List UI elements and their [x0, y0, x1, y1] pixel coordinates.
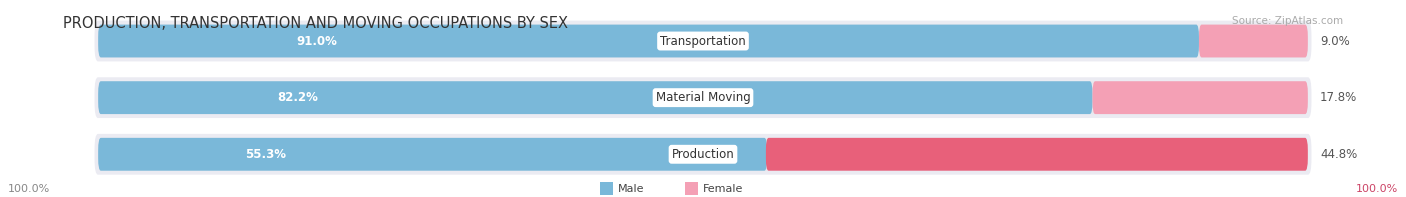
- Text: 55.3%: 55.3%: [245, 148, 287, 161]
- Text: Transportation: Transportation: [661, 34, 745, 47]
- Text: Male: Male: [619, 184, 645, 194]
- FancyBboxPatch shape: [1199, 25, 1308, 58]
- Text: 82.2%: 82.2%: [277, 91, 318, 104]
- Text: 44.8%: 44.8%: [1320, 148, 1357, 161]
- Text: 100.0%: 100.0%: [1357, 184, 1399, 194]
- Text: 9.0%: 9.0%: [1320, 34, 1350, 47]
- FancyBboxPatch shape: [98, 81, 1308, 114]
- FancyBboxPatch shape: [94, 77, 1312, 118]
- FancyBboxPatch shape: [600, 182, 613, 195]
- Text: PRODUCTION, TRANSPORTATION AND MOVING OCCUPATIONS BY SEX: PRODUCTION, TRANSPORTATION AND MOVING OC…: [63, 16, 568, 31]
- FancyBboxPatch shape: [766, 138, 1308, 171]
- Text: Source: ZipAtlas.com: Source: ZipAtlas.com: [1232, 16, 1343, 26]
- Text: Production: Production: [672, 148, 734, 161]
- Text: 17.8%: 17.8%: [1320, 91, 1357, 104]
- FancyBboxPatch shape: [685, 182, 699, 195]
- FancyBboxPatch shape: [94, 21, 1312, 61]
- FancyBboxPatch shape: [98, 138, 768, 171]
- Text: 100.0%: 100.0%: [7, 184, 49, 194]
- FancyBboxPatch shape: [98, 25, 1199, 58]
- Text: Material Moving: Material Moving: [655, 91, 751, 104]
- Text: 91.0%: 91.0%: [297, 34, 337, 47]
- Text: Female: Female: [703, 184, 744, 194]
- FancyBboxPatch shape: [1092, 81, 1308, 114]
- FancyBboxPatch shape: [98, 25, 1308, 58]
- FancyBboxPatch shape: [98, 81, 1092, 114]
- FancyBboxPatch shape: [98, 138, 1308, 171]
- FancyBboxPatch shape: [94, 134, 1312, 175]
